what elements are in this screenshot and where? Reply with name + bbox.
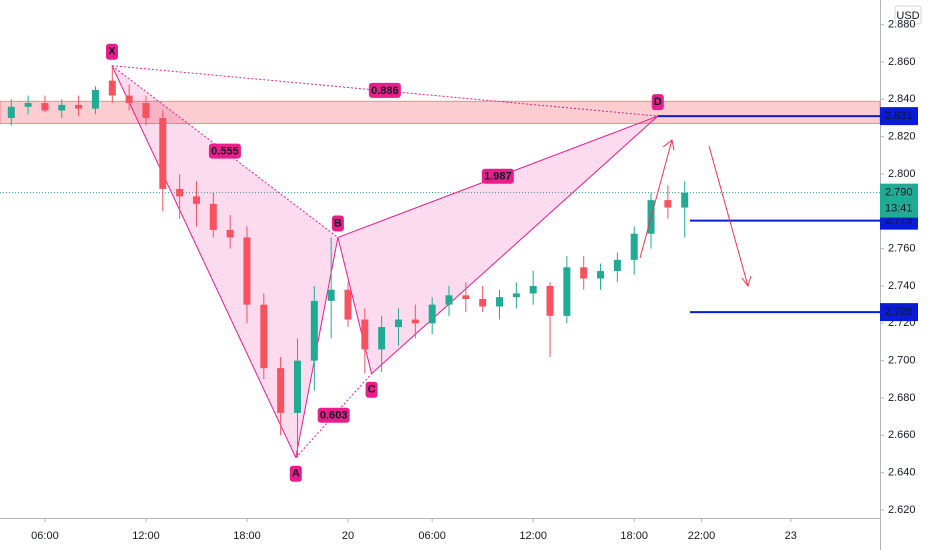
candle-body [226, 229, 234, 238]
level-label: 2.831 [885, 110, 913, 122]
y-tick-label: 2.800 [888, 168, 916, 180]
currency[interactable]: USD [896, 10, 919, 22]
pattern-dotted-line [111, 65, 658, 117]
candle-body [327, 289, 335, 301]
candle-body [664, 200, 672, 208]
candle-body [563, 267, 571, 316]
point-badge [105, 43, 118, 60]
candle-body [75, 104, 83, 109]
x-tick-label: 06:00 [31, 530, 59, 542]
ratio-label: 1.987 [484, 171, 512, 183]
candle-body [512, 293, 520, 298]
point-badge [331, 215, 344, 232]
ratio-label: 0.603 [320, 410, 348, 422]
pattern-fill [337, 116, 658, 374]
ratio-badge [368, 82, 401, 98]
pattern-fill [111, 65, 338, 458]
candle-body [613, 259, 621, 272]
candle-body [361, 319, 369, 350]
x-tick-label: 12:00 [132, 530, 160, 542]
point-badge [289, 465, 302, 482]
pattern-line [111, 65, 297, 458]
candle-body [445, 295, 453, 305]
candle-body [630, 233, 638, 260]
candle-body [142, 103, 150, 118]
candle-body [260, 304, 268, 369]
currency-box[interactable] [894, 5, 922, 25]
x-tick-label: 20 [342, 530, 354, 542]
point-label: A [292, 468, 300, 480]
x-tick-label: 23 [785, 530, 797, 542]
plot: 0.555 0.886 0.603 1.987 X A B C D [0, 43, 881, 482]
point-badge [365, 381, 378, 398]
y-tick-label: 2.660 [888, 429, 916, 441]
candle-body [209, 203, 217, 230]
pattern-line [337, 237, 373, 374]
pattern-line [371, 115, 659, 375]
candle-body [529, 285, 537, 294]
last-price-tag [880, 183, 918, 218]
x-tick-label: 12:00 [519, 530, 547, 542]
candle-body [597, 271, 605, 279]
point-label: X [108, 46, 116, 58]
y-tick-label: 2.820 [888, 131, 916, 143]
candle-body [411, 319, 419, 324]
candle-body [41, 103, 49, 111]
candle-body [310, 300, 318, 361]
y-tick-label: 2.740 [888, 280, 916, 292]
down-arrow [708, 145, 752, 288]
ratio-badge [317, 407, 350, 423]
candle-body [125, 95, 133, 104]
y-tick-label: 2.880 [888, 19, 916, 31]
candle-body [428, 304, 436, 324]
candle-body [479, 299, 487, 307]
candle-body [580, 267, 588, 279]
candle-body [277, 368, 285, 413]
point-label: B [334, 217, 342, 229]
ratio-badge [481, 168, 514, 184]
candle-body [378, 327, 386, 350]
candle-body [243, 237, 251, 305]
up-arrow [639, 139, 675, 259]
countdown: 13:41 [885, 203, 913, 215]
y-tick-label: 2.860 [888, 56, 916, 68]
y-tick-label: 2.680 [888, 392, 916, 404]
y-tick-label: 2.700 [888, 355, 916, 367]
candle-body [58, 104, 66, 111]
candle-body [24, 103, 32, 107]
ratio-label: 0.886 [371, 85, 399, 97]
level-label: 2.726 [885, 306, 913, 318]
x-tick-label: 18:00 [620, 530, 648, 542]
candle-body [496, 297, 504, 307]
y-tick-label: 2.840 [888, 93, 916, 105]
candle-body [546, 285, 554, 316]
x-tick-label: 22:00 [688, 530, 716, 542]
y-tick-label: 2.620 [888, 504, 916, 516]
candle-body [192, 196, 200, 204]
point-label: C [368, 384, 376, 396]
candle-body [108, 80, 116, 96]
level-tag [880, 303, 918, 322]
point-label: D [654, 96, 662, 108]
x-tick-label: 06:00 [418, 530, 446, 542]
x-tick-label: 18:00 [233, 530, 261, 542]
candle-body [91, 89, 99, 109]
y-tick-label: 2.640 [888, 467, 916, 479]
candle-body [681, 192, 689, 208]
point-badge [651, 94, 664, 111]
candle-body [7, 106, 15, 118]
candle-body [395, 319, 403, 328]
candle-body [344, 289, 352, 320]
ratio-badge [208, 143, 241, 159]
candle-body [159, 117, 167, 189]
y-tick-label: 2.760 [888, 243, 916, 255]
level-tag [880, 107, 918, 126]
last-price-label: 2.790 [885, 187, 913, 199]
ratio-label: 0.555 [211, 145, 239, 157]
candle-body [176, 188, 184, 197]
candle-body [462, 295, 470, 300]
candle-body [293, 360, 301, 413]
